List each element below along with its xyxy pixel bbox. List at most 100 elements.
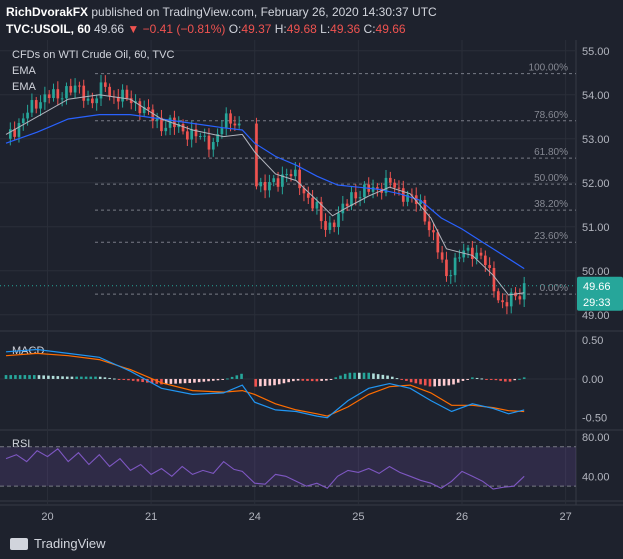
candle-body	[186, 131, 189, 140]
macd-histogram-bar	[51, 375, 55, 379]
fib-level-label: 38.20%	[534, 199, 568, 210]
macd-histogram-bar	[442, 378, 446, 386]
macd-histogram-bar	[390, 376, 394, 379]
macd-histogram-bar	[75, 376, 78, 379]
candle-body	[194, 129, 198, 137]
macd-histogram-bar	[489, 378, 493, 380]
macd-histogram-bar	[207, 378, 210, 382]
candle-body	[453, 257, 457, 276]
publisher-line: RichDvorakFX published on TradingView.co…	[6, 5, 437, 19]
macd-histogram-bar	[254, 378, 257, 387]
candle-body	[207, 135, 211, 150]
macd-histogram-bar	[423, 378, 427, 386]
macd-histogram-bar	[282, 378, 286, 384]
candle-body	[147, 107, 150, 110]
low-label: L:	[320, 22, 331, 36]
candle-body	[289, 174, 293, 177]
macd-histogram-bar	[381, 374, 385, 379]
macd-histogram-bar	[367, 372, 371, 379]
macd-histogram-bar	[386, 375, 389, 379]
macd-histogram-bar	[301, 378, 305, 381]
candle-body	[216, 134, 219, 143]
candle-body	[371, 187, 375, 192]
macd-histogram-bar	[9, 375, 13, 379]
symbol-label[interactable]: TVC:USOIL, 60	[6, 22, 91, 36]
macd-histogram-bar	[296, 378, 300, 381]
chart-area[interactable]: 100.00% 78.60% 61.80% 50.00% 38.20% 23.60% 0.0…	[0, 40, 623, 528]
candle-body	[410, 194, 414, 196]
fib-level-label: 78.60%	[534, 110, 568, 121]
macd-signal-line	[5, 352, 525, 417]
y-tick-label: 55.00	[582, 46, 610, 58]
candle-body	[285, 174, 289, 176]
candle-body	[436, 232, 440, 253]
candle-body	[466, 247, 470, 251]
candle-body	[281, 174, 284, 187]
macd-histogram-bar	[169, 378, 173, 384]
candle-body	[125, 89, 129, 99]
legend-ema-1: EMA	[12, 65, 37, 77]
macd-histogram-bar	[400, 378, 404, 380]
rsi-band-fill	[0, 446, 576, 487]
macd-histogram-bar	[127, 378, 130, 381]
y-tick-label: 52.00	[582, 178, 610, 190]
candle-body	[82, 85, 86, 101]
last-price: 49.66	[94, 22, 125, 36]
macd-histogram-bar	[372, 373, 375, 379]
macd-histogram-bar	[221, 378, 224, 380]
price-tags: 49.66 29:33	[0, 276, 623, 311]
candle-body	[168, 117, 172, 128]
macd-histogram-bar	[23, 375, 27, 379]
macd-histogram-bar	[409, 378, 413, 383]
macd-histogram-bar	[94, 376, 97, 379]
candle-body	[116, 96, 120, 102]
macd-histogram-bar	[461, 378, 465, 381]
candle-body	[34, 100, 38, 109]
macd-histogram-bar	[122, 378, 126, 380]
macd-histogram-bar	[4, 375, 8, 379]
last-price-countdown: 29:33	[583, 297, 611, 309]
macd-histogram-bar	[235, 375, 239, 379]
candle-body	[376, 187, 379, 189]
macd-histogram-bar	[197, 378, 201, 383]
x-tick-label: 24	[249, 511, 261, 523]
candle-body	[388, 177, 392, 183]
ema-fast-line	[5, 94, 525, 296]
candle-body	[302, 188, 306, 194]
macd-histogram-bar	[348, 372, 352, 379]
macd-histogram-bar	[471, 377, 474, 379]
macd-histogram-bar	[334, 377, 338, 379]
candle-body	[518, 296, 522, 300]
candle-body	[203, 135, 206, 137]
candle-body	[121, 89, 124, 102]
macd-histogram-bar	[376, 374, 380, 379]
macd-histogram-bar	[419, 378, 422, 385]
author-name[interactable]: RichDvorakFX	[6, 5, 89, 19]
candle-body	[332, 222, 336, 228]
candle-body	[445, 259, 448, 277]
macd-histogram-bar	[494, 378, 498, 381]
macd-histogram-bar	[14, 375, 17, 379]
macd-histogram-bar	[353, 372, 356, 379]
macd-histogram-bar	[395, 378, 399, 380]
macd-histogram-bar	[433, 378, 436, 387]
last-price-tag	[577, 276, 623, 311]
macd-histogram-bar	[42, 375, 45, 379]
candle-body	[363, 184, 366, 198]
macd-histogram-bar	[178, 378, 182, 384]
candle-body	[17, 123, 21, 137]
candle-body	[229, 113, 232, 124]
candle-body	[492, 267, 496, 292]
macd-histogram-bar	[56, 376, 60, 379]
y-tick-label: 53.00	[582, 134, 610, 146]
tradingview-logo[interactable]: TradingView	[10, 536, 106, 551]
macd-histogram-bar	[343, 373, 347, 379]
candle-body	[458, 257, 461, 259]
macd-histogram-bar	[188, 378, 192, 383]
macd-histogram-bar	[315, 378, 319, 382]
candle-body	[350, 192, 353, 207]
macd-histogram-bar	[522, 377, 526, 379]
candle-body	[8, 129, 12, 139]
macd-histogram-bar	[292, 378, 295, 382]
open-value: 49.37	[241, 22, 272, 36]
